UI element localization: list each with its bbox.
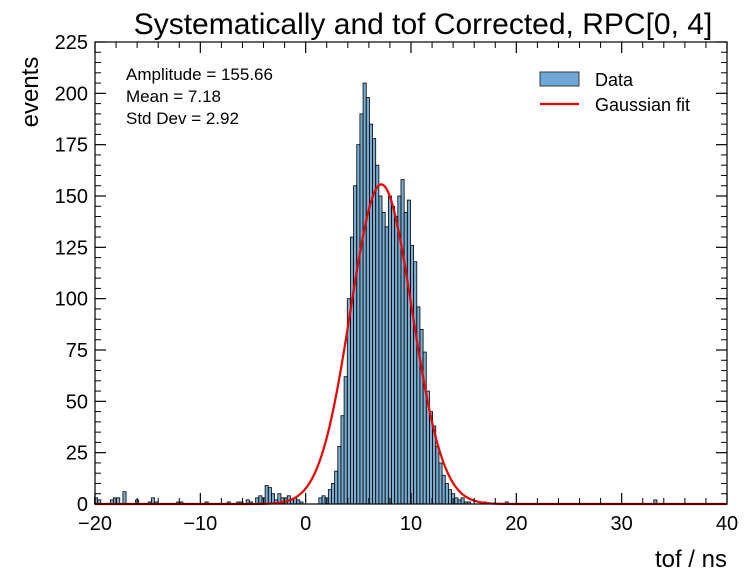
histogram-bar xyxy=(460,497,465,505)
x-tick-label: 20 xyxy=(505,513,527,535)
histogram-bar xyxy=(321,495,326,505)
stat-std-dev: Std Dev = 2.92 xyxy=(126,109,239,128)
histogram-bar xyxy=(365,97,370,505)
y-tick-label: 75 xyxy=(66,340,88,362)
plot-area xyxy=(94,41,728,506)
histogram-bar xyxy=(318,497,323,505)
y-tick-label: 225 xyxy=(55,32,88,54)
y-axis-label: events xyxy=(17,57,44,128)
x-tick-label: −20 xyxy=(78,513,112,535)
histogram-bar xyxy=(381,212,386,505)
y-tick-label: 175 xyxy=(55,135,88,157)
histogram-bar xyxy=(454,497,459,505)
y-tick-label: 25 xyxy=(66,443,88,465)
histogram-bar xyxy=(413,261,418,505)
x-axis-label: tof / ns xyxy=(655,546,727,573)
x-tick-label: −10 xyxy=(183,513,217,535)
histogram-bar xyxy=(296,499,301,505)
histogram-bar xyxy=(122,491,127,505)
y-tick-label: 100 xyxy=(55,289,88,311)
histogram-bar xyxy=(447,489,452,505)
histogram-bar xyxy=(264,485,269,505)
legend: Data Gaussian fit xyxy=(539,70,690,115)
histogram-bar xyxy=(350,236,354,505)
histogram-bar xyxy=(457,499,462,505)
x-tick-label: 0 xyxy=(300,513,311,535)
histogram-bar xyxy=(406,199,411,505)
legend-label-fit: Gaussian fit xyxy=(595,95,690,115)
legend-label-data: Data xyxy=(595,70,634,90)
x-tick-label: 10 xyxy=(400,513,422,535)
histogram-bar xyxy=(353,185,358,505)
x-tick-label: 40 xyxy=(716,513,738,535)
histogram-bar xyxy=(400,179,405,505)
y-tick-label: 200 xyxy=(55,83,88,105)
histogram-bar xyxy=(327,489,332,505)
histogram-bar xyxy=(356,144,361,505)
histogram-bar xyxy=(334,470,339,505)
histogram-bar xyxy=(343,376,348,505)
histogram-bar xyxy=(403,212,408,505)
histogram-bar xyxy=(387,195,392,505)
stat-amplitude: Amplitude = 155.66 xyxy=(126,65,273,84)
histogram-bar xyxy=(378,195,383,505)
histogram-bar xyxy=(267,487,272,505)
histogram-bar xyxy=(359,113,364,505)
histogram-bars xyxy=(94,82,658,505)
y-tick-label: 0 xyxy=(77,494,88,516)
y-tick-label: 125 xyxy=(55,237,88,259)
x-tick-label: 30 xyxy=(611,513,633,535)
histogram-bar xyxy=(340,415,345,505)
histogram-bar xyxy=(384,226,389,505)
histogram-bar xyxy=(444,483,449,505)
fit-statistics: Amplitude = 155.66 Mean = 7.18 Std Dev =… xyxy=(126,65,273,128)
histogram-bar xyxy=(394,216,399,505)
stat-mean: Mean = 7.18 xyxy=(126,87,221,106)
histogram-bar xyxy=(438,462,443,505)
y-tick-label: 150 xyxy=(55,186,88,208)
histogram-bar xyxy=(368,123,373,505)
histogram-bar xyxy=(337,446,342,505)
tick-labels: −20 −10 0 10 20 30 40 0 25 50 75 100 125 150 175 200 225 xyxy=(55,32,739,535)
histogram-bar xyxy=(435,446,440,505)
legend-swatch-data xyxy=(539,71,580,87)
chart-title: Systematically and tof Corrected, RPC[0,… xyxy=(134,8,713,41)
histogram-bar xyxy=(362,82,367,505)
histogram-bar xyxy=(391,205,396,505)
histogram-bar xyxy=(441,474,446,505)
plot-frame xyxy=(94,41,728,505)
y-tick-label: 50 xyxy=(66,391,88,413)
histogram-bar xyxy=(410,244,415,505)
histogram-bar xyxy=(375,164,380,505)
histogram-bar xyxy=(331,483,336,505)
